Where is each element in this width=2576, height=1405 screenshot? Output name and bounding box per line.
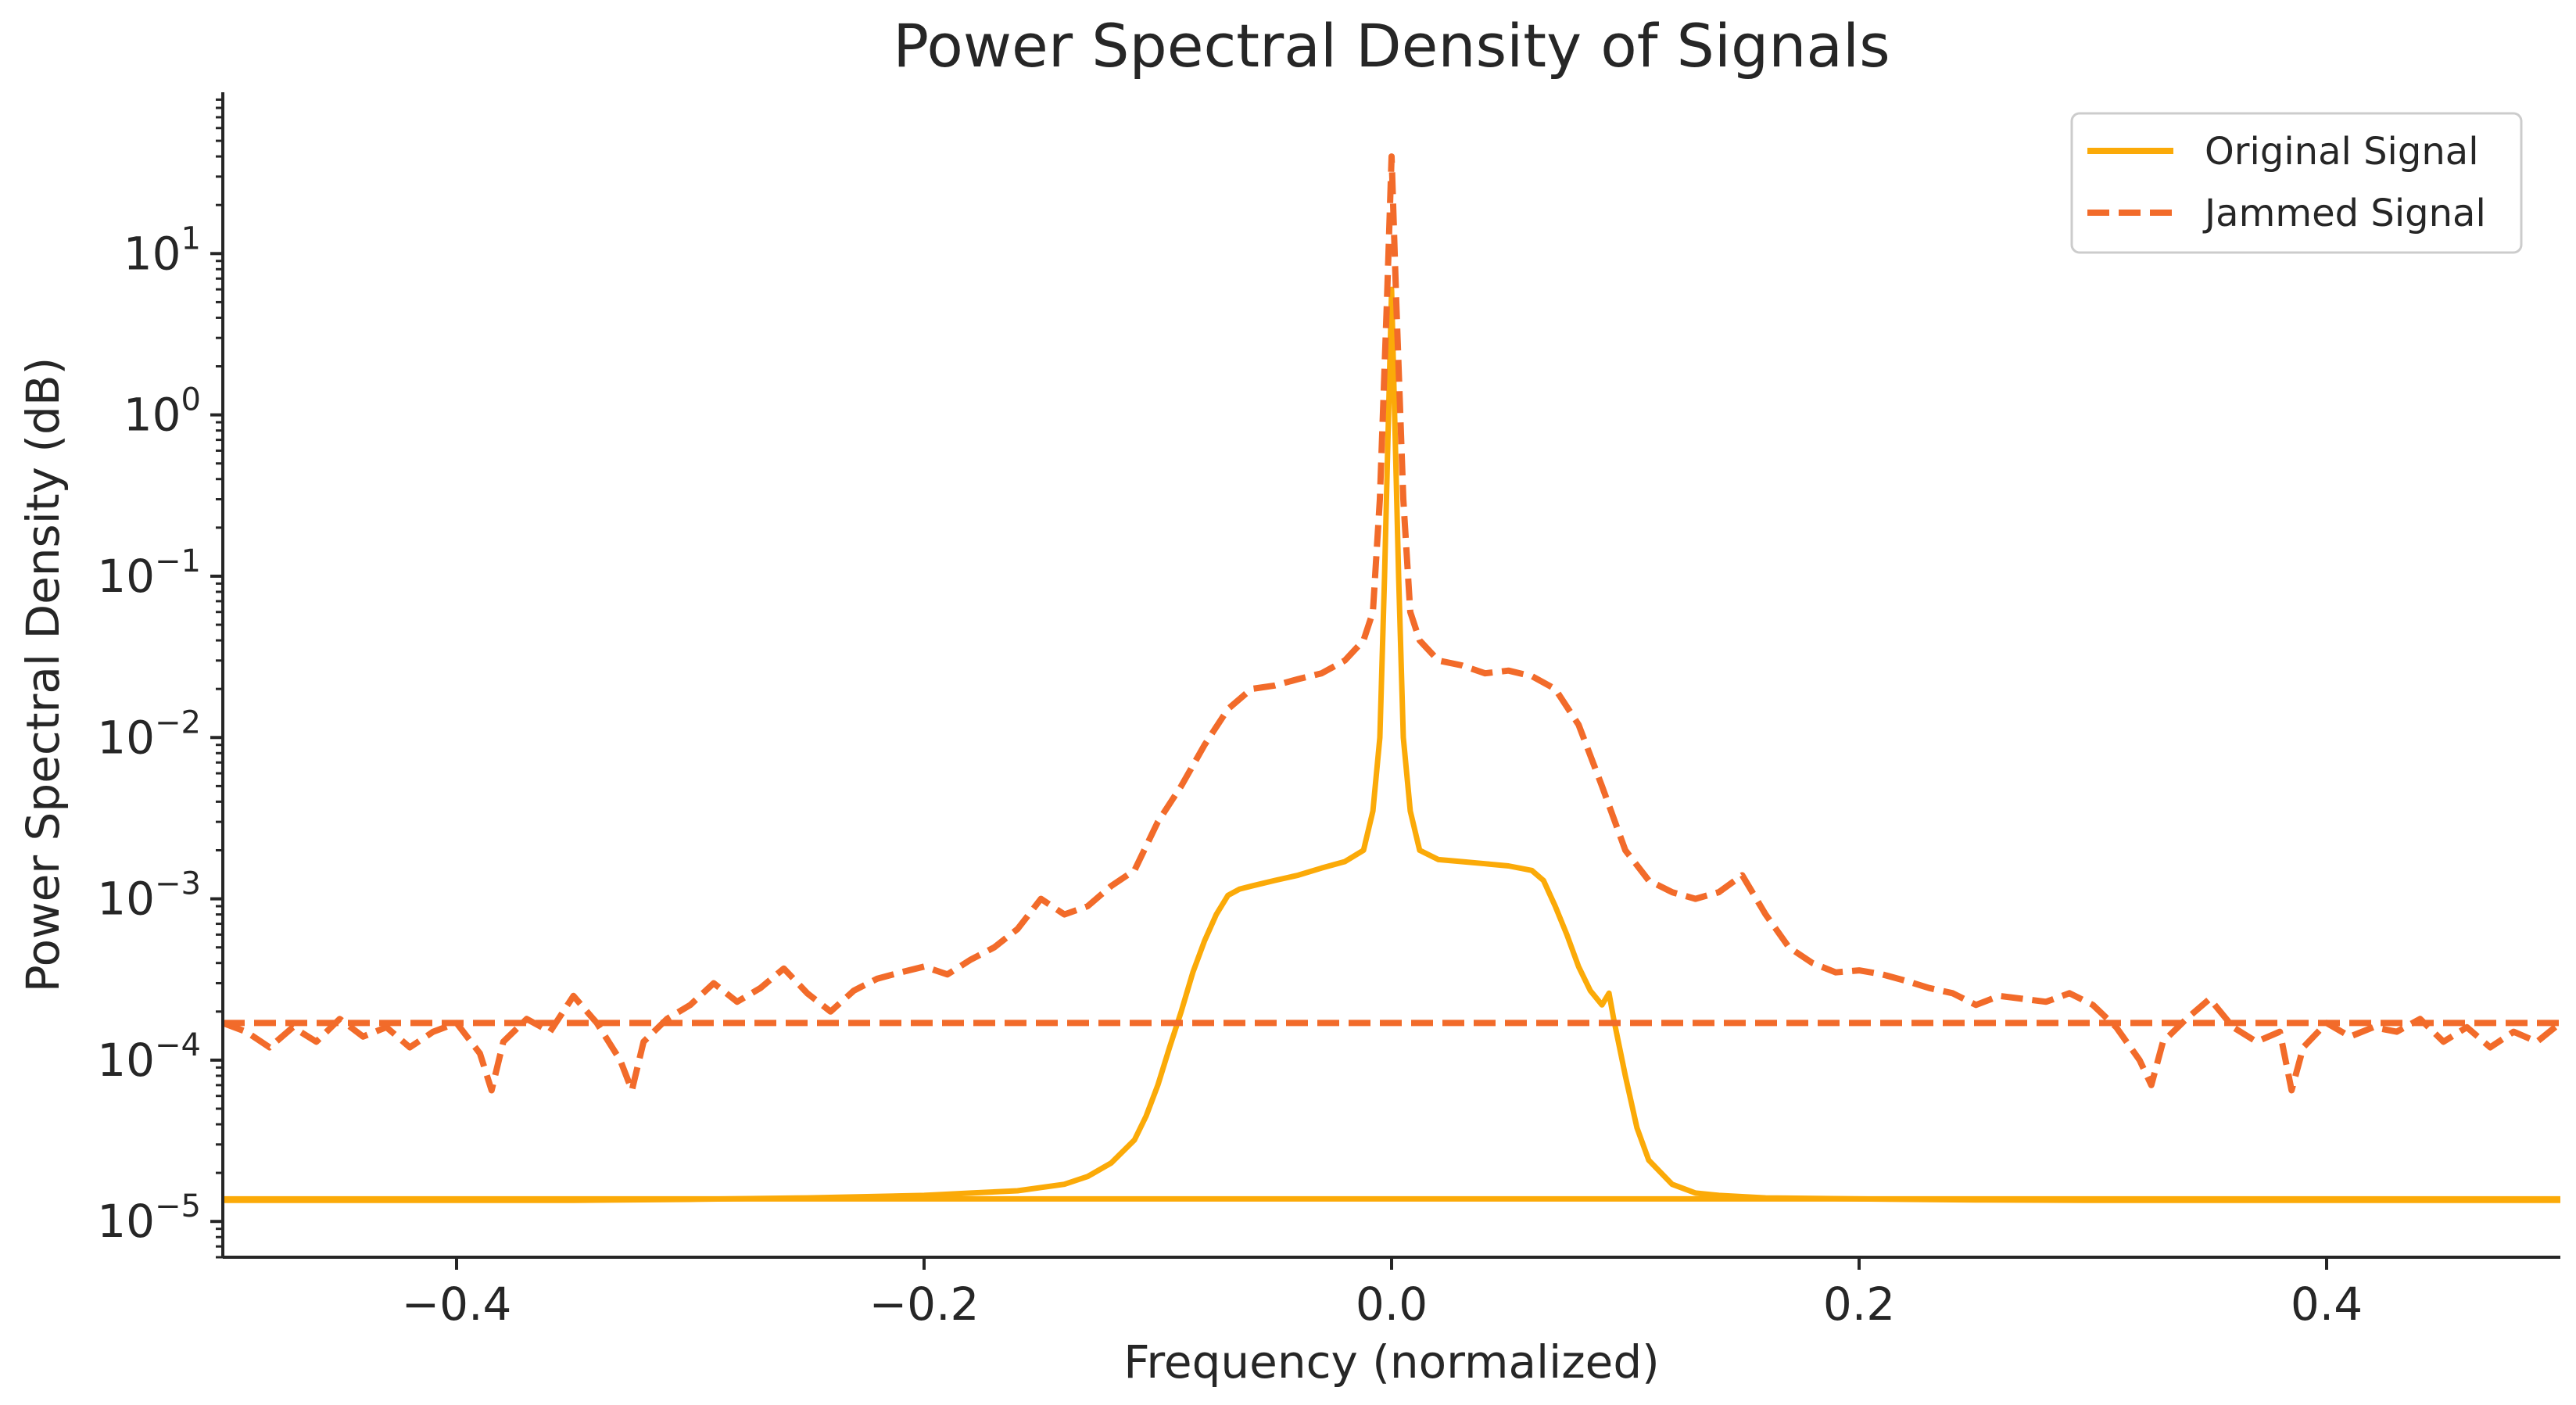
y-tick-label: 10−2 xyxy=(97,704,201,764)
ticks-layer: −0.4 −0.2 0.0 0.2 0.4 10−5 10−4 10−3 10−2 10−1 100… xyxy=(97,98,2363,1331)
y-tick-label: 10−3 xyxy=(97,866,201,926)
series-line-0 xyxy=(223,286,2560,1203)
axes-layer xyxy=(221,92,2560,1259)
x-tick-label: −0.2 xyxy=(869,1278,980,1331)
x-tick-label: 0.0 xyxy=(1356,1278,1428,1331)
x-axis-label: Frequency (normalized) xyxy=(1123,1335,1660,1389)
legend-frame xyxy=(2070,112,2523,254)
y-tick-label: 10−1 xyxy=(97,543,201,603)
y-axis-label: Power Spectral Density (dB) xyxy=(16,357,70,992)
y-tick-label: 10−5 xyxy=(97,1188,201,1248)
x-tick-label: −0.4 xyxy=(402,1278,512,1331)
y-tick-label: 101 xyxy=(124,220,201,280)
x-tick-label: 0.2 xyxy=(1823,1278,1895,1331)
y-tick-label: 100 xyxy=(124,382,201,442)
legend-label-original: Original Signal xyxy=(2205,130,2479,174)
series-layer xyxy=(221,153,2563,1203)
legend: Original Signal Jammed Signal xyxy=(2070,112,2523,254)
series-line-1 xyxy=(221,153,2563,1094)
legend-label-jammed: Jammed Signal xyxy=(2202,192,2486,235)
chart-title: Power Spectral Density of Signals xyxy=(893,11,1890,81)
x-tick-label: 0.4 xyxy=(2291,1278,2363,1331)
y-tick-label: 10−4 xyxy=(97,1027,201,1087)
